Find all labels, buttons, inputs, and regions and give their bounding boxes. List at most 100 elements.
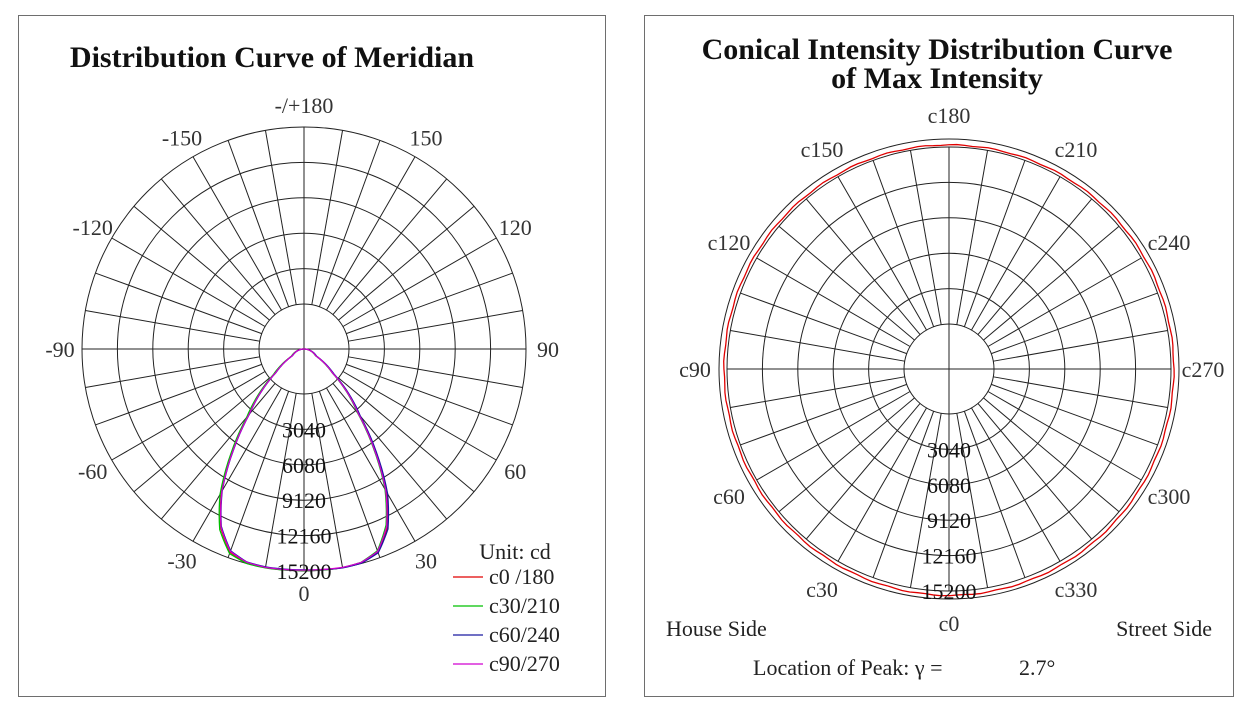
angle-label: -120 — [73, 215, 113, 240]
conical-chart-panel: Conical Intensity Distribution Curve of … — [644, 15, 1234, 697]
meridian-angle-labels: 0 30 60 90 120 150 -/+180 -150 -120 -90 -60 -30 — [45, 93, 559, 606]
angle-label: -150 — [162, 126, 202, 151]
grid-spoke — [993, 329, 1168, 362]
grid-spoke — [111, 371, 266, 461]
grid-spoke — [956, 150, 989, 325]
grid-spoke — [872, 160, 935, 327]
grid-spoke — [342, 237, 497, 327]
grid-spoke — [991, 292, 1158, 355]
grid-spoke — [311, 393, 344, 568]
legend-label: c60/240 — [489, 622, 560, 647]
grid-spoke — [318, 391, 381, 558]
grid-spoke — [326, 156, 416, 311]
grid-spoke — [756, 257, 911, 347]
grid-spoke — [805, 403, 921, 540]
angle-label: c240 — [1148, 230, 1191, 255]
angle-label: 150 — [410, 126, 443, 151]
angle-label: 90 — [537, 337, 559, 362]
grid-spoke — [227, 391, 290, 558]
grid-spoke — [756, 391, 911, 481]
grid-spoke — [332, 178, 448, 315]
grid-spoke — [338, 205, 475, 321]
angle-label: 0 — [299, 581, 310, 606]
radial-label: 6080 — [927, 473, 971, 498]
grid-spoke — [778, 397, 915, 513]
outer-circle — [718, 138, 1180, 600]
grid-spoke — [95, 272, 262, 335]
radial-label: 15200 — [922, 579, 977, 604]
grid-spoke — [977, 198, 1093, 335]
peak-location-value: 2.7° — [1019, 655, 1055, 680]
conical-grid — [718, 138, 1180, 600]
grid-spoke — [348, 356, 523, 389]
conical-polar-chart: Conical Intensity Distribution Curve of … — [666, 33, 1224, 680]
grid-spoke — [909, 150, 942, 325]
grid-spoke — [332, 383, 448, 520]
grid-spoke — [909, 413, 942, 588]
grid-spoke — [837, 407, 927, 562]
grid-spoke — [740, 383, 907, 446]
grid-spoke — [160, 383, 276, 520]
angle-label: c60 — [713, 484, 745, 509]
grid-spoke — [326, 387, 416, 542]
angle-label: 120 — [499, 215, 532, 240]
street-side-label: Street Side — [1116, 616, 1212, 641]
grid-spoke — [111, 237, 266, 327]
angle-label: c30 — [806, 577, 838, 602]
grid-spoke — [983, 225, 1120, 341]
grid-spoke — [778, 225, 915, 341]
meridian-chart-title: Distribution Curve of Meridian — [70, 41, 474, 74]
meridian-chart-panel: Distribution Curve of Meridian 0 30 60 90 12… — [18, 15, 606, 697]
angle-label: c300 — [1148, 484, 1191, 509]
grid-spoke — [730, 329, 905, 362]
grid-spoke — [85, 309, 260, 342]
grid-spoke — [956, 413, 989, 588]
angle-label: c0 — [939, 611, 960, 636]
grid-spoke — [342, 371, 497, 461]
grid-spoke — [983, 397, 1120, 513]
legend: c0 /180 c30/210 c60/240 c90/270 — [453, 564, 560, 676]
grid-spoke — [192, 156, 282, 311]
grid-spoke — [192, 387, 282, 542]
grid-spoke — [311, 130, 344, 305]
grid-spoke — [805, 198, 921, 335]
angle-label: -90 — [45, 337, 74, 362]
grid-spoke — [346, 272, 513, 335]
grid-spoke — [872, 411, 935, 578]
grid-spoke — [740, 292, 907, 355]
radial-label: 15200 — [277, 559, 332, 584]
conical-chart-title-line-2: of Max Intensity — [831, 62, 1043, 95]
meridian-polar-chart: Distribution Curve of Meridian 0 30 60 90 12… — [45, 41, 560, 676]
conical-chart-title-line-1: Conical Intensity Distribution Curve — [702, 33, 1173, 66]
grid-spoke — [264, 130, 297, 305]
angle-label: c330 — [1055, 577, 1098, 602]
radial-label: 12160 — [277, 524, 332, 549]
radial-label: 9120 — [282, 488, 326, 513]
grid-spoke — [318, 140, 381, 307]
angle-label: c90 — [679, 357, 711, 382]
conical-curve-0 — [723, 143, 1175, 597]
grid-spoke — [348, 309, 523, 342]
angle-label: -/+180 — [275, 93, 334, 118]
house-side-label: House Side — [666, 616, 767, 641]
legend-label: c0 /180 — [489, 564, 554, 589]
series-curve-3 — [219, 348, 388, 571]
angle-label: c150 — [801, 137, 844, 162]
grid-spoke — [95, 363, 262, 426]
grid-spoke — [991, 383, 1158, 446]
grid-spoke — [963, 411, 1026, 578]
grid-spoke — [346, 363, 513, 426]
radial-label: 9120 — [927, 508, 971, 533]
meridian-curves — [218, 348, 390, 572]
grid-spoke — [730, 376, 905, 409]
conical-radial-labels: 3040 6080 9120 12160 15200 — [922, 437, 977, 604]
grid-spoke — [971, 176, 1061, 331]
grid-spoke — [993, 376, 1168, 409]
legend-label: c30/210 — [489, 593, 560, 618]
angle-label: -60 — [78, 459, 107, 484]
meridian-grid — [81, 126, 527, 572]
unit-label: Unit: cd — [479, 539, 551, 564]
conical-angle-labels: c0 c30 c60 c90 c120 c150 c180 c210 c240 c270 c300 c… — [679, 103, 1224, 636]
grid-spoke — [971, 407, 1061, 562]
angle-label: -30 — [167, 548, 196, 573]
